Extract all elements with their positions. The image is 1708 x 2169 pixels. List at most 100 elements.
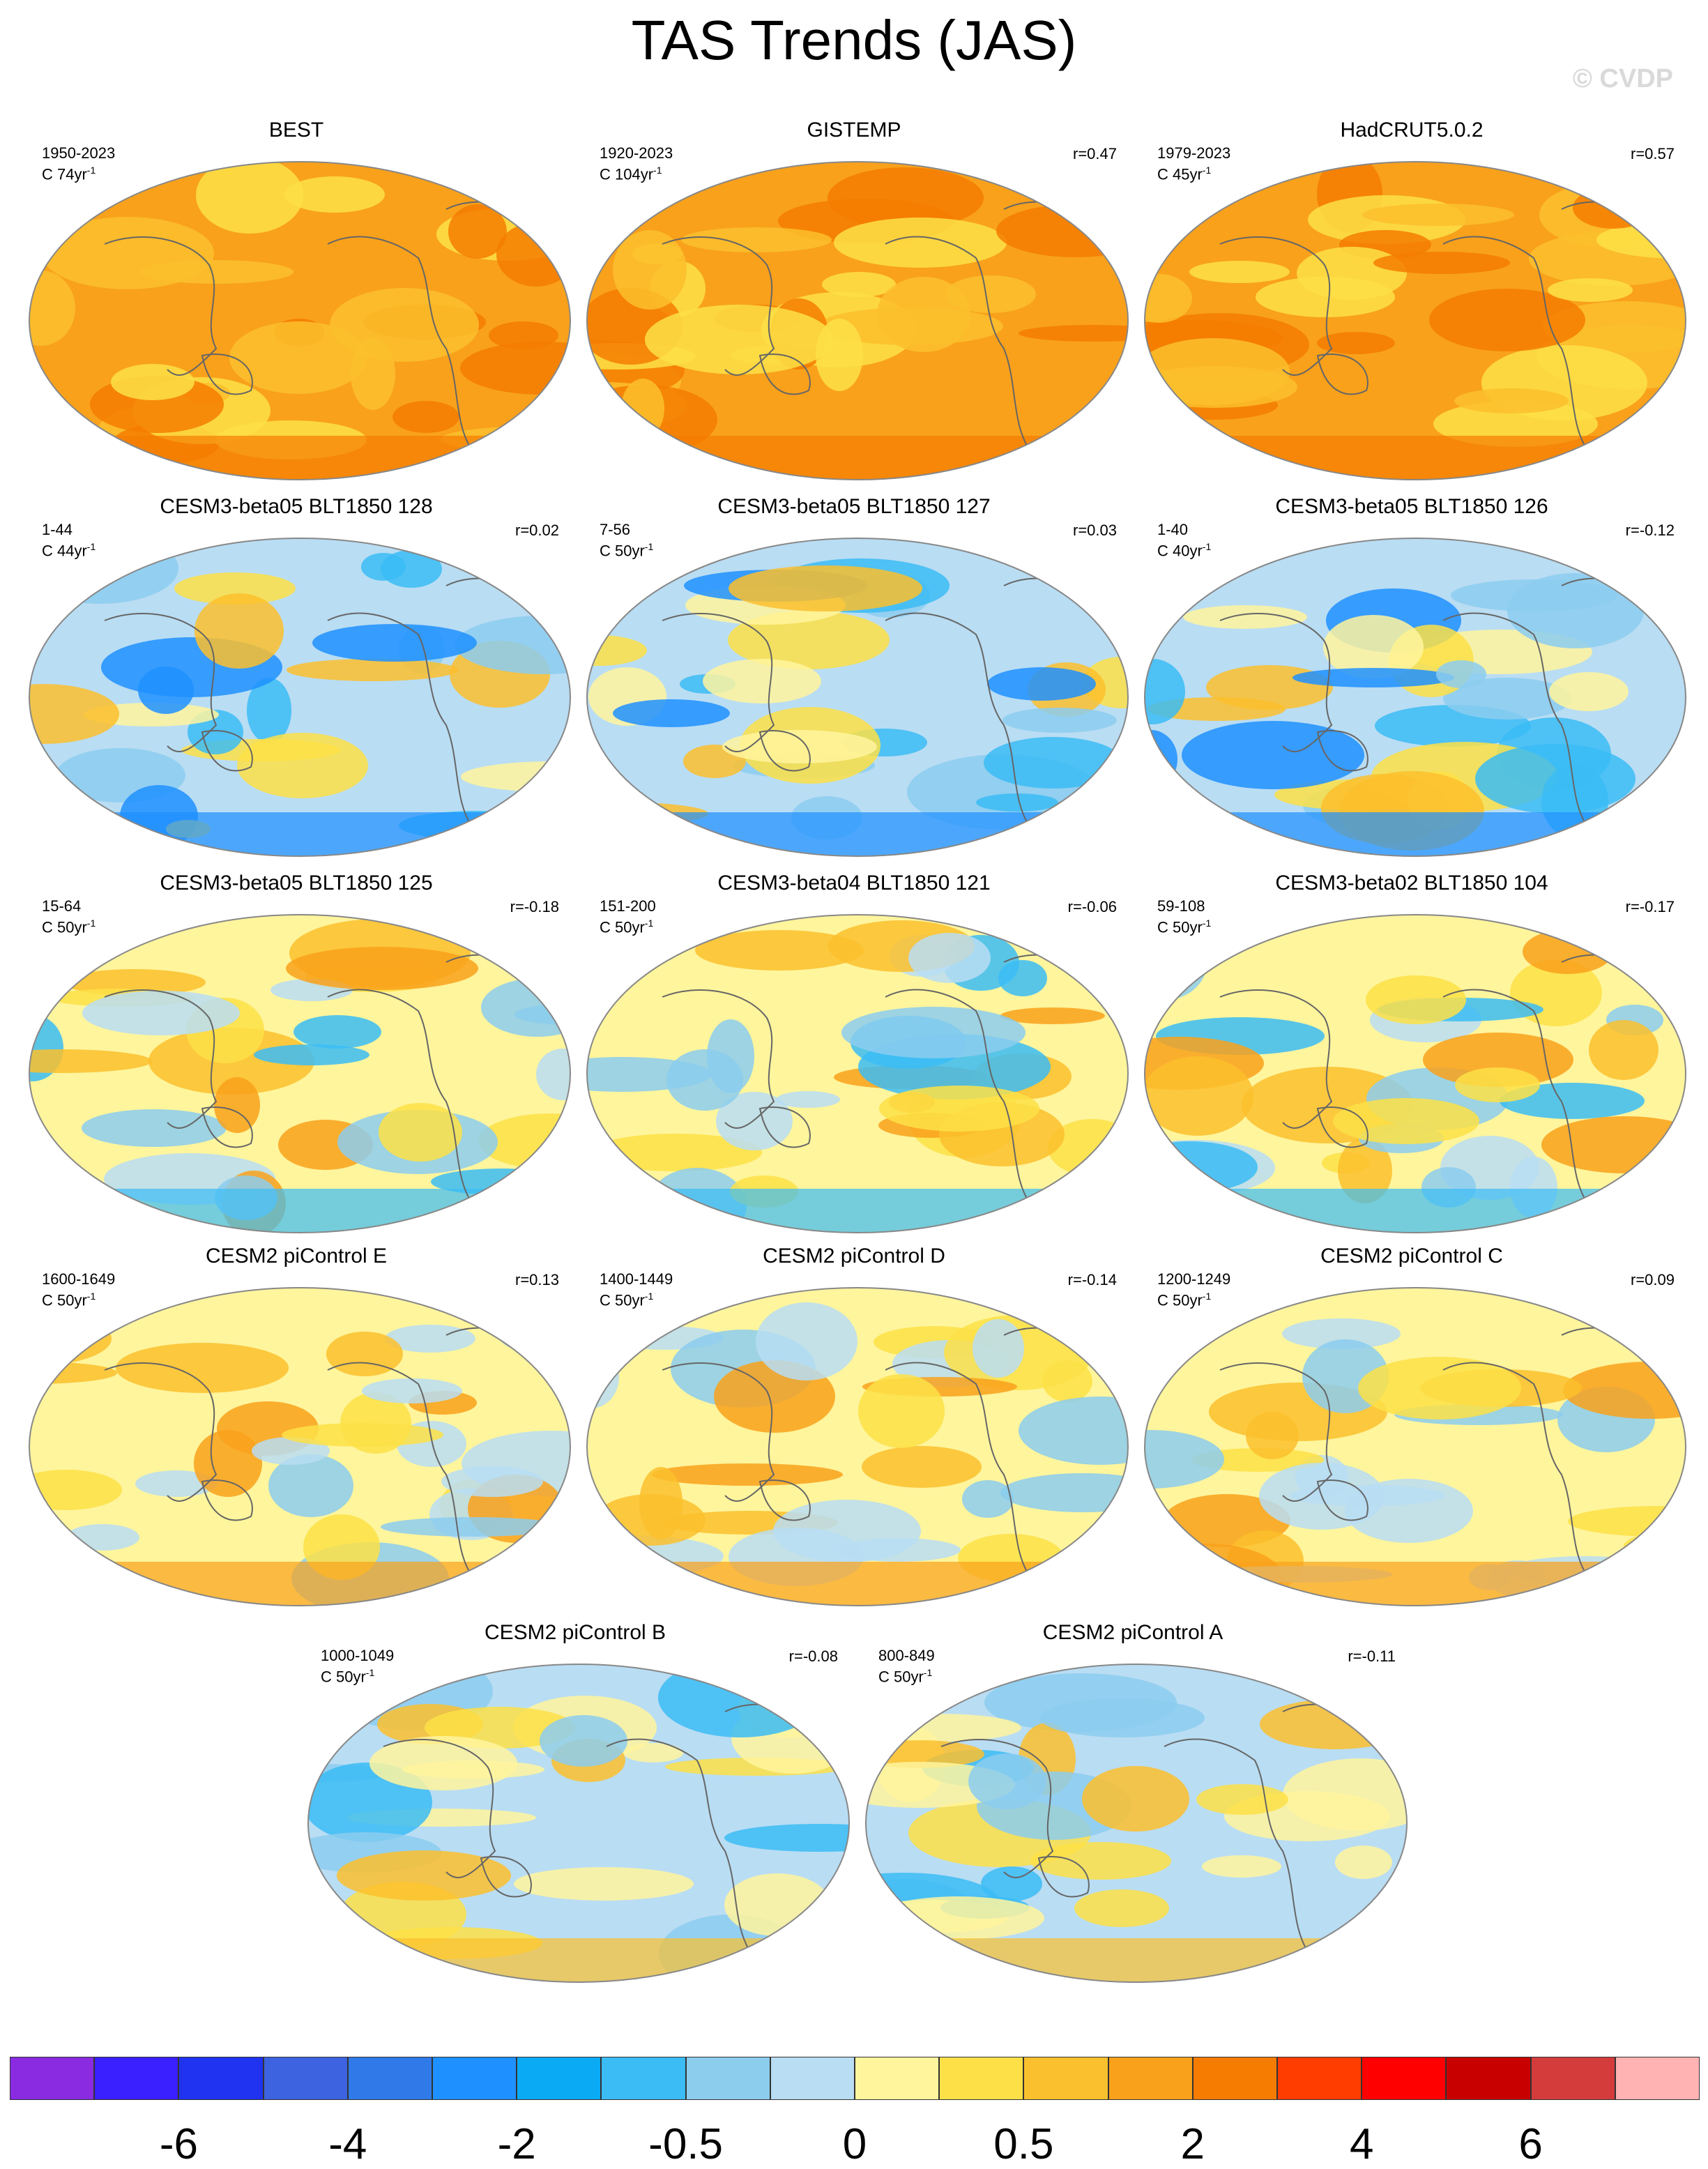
map-plot — [1144, 914, 1686, 1233]
trend-region — [111, 364, 195, 400]
coastline — [480, 1856, 532, 1898]
coastline — [1316, 1479, 1368, 1521]
trend-region — [613, 699, 730, 727]
trend-region — [1523, 929, 1613, 974]
colorbar-swatch — [10, 2057, 95, 2100]
trend-region — [866, 1714, 1021, 1742]
trend-region — [987, 667, 1096, 701]
trend-region — [510, 425, 570, 456]
trend-region — [503, 183, 570, 227]
trend-region — [998, 960, 1047, 996]
pattern-correlation: r=-0.18 — [510, 898, 559, 915]
pattern-correlation: r=0.09 — [1631, 1271, 1675, 1288]
trend-region — [623, 1743, 683, 1763]
colorbar-tick-label: -6 — [159, 2120, 198, 2168]
colorbar-swatch — [855, 2057, 940, 2100]
trend-region — [1082, 1766, 1189, 1832]
coastline — [758, 353, 811, 395]
panel-title: CESM3-beta05 BLT1850 127 — [717, 495, 991, 518]
trend-region — [703, 659, 821, 703]
trend-region — [1589, 1020, 1659, 1080]
colorbar-swatch — [939, 2057, 1024, 2100]
trend-region — [652, 1463, 843, 1486]
trend-region — [841, 1007, 1025, 1058]
panel-period: 1400-1449 C 50yr-1 — [600, 1271, 673, 1309]
colorbar-swatch — [770, 2057, 855, 2100]
panel-period: 1-40 C 40yr-1 — [1157, 522, 1211, 559]
trend-region — [858, 1374, 945, 1448]
trend-region — [308, 1933, 344, 1954]
map-panel: CESM2 piControl E 1600-1649 C 50yr-1 r=0.13 — [21, 1245, 572, 1607]
trend-region — [41, 217, 214, 289]
coastline — [201, 730, 253, 772]
southern-ocean-band — [587, 436, 1128, 480]
trend-region — [82, 1109, 227, 1147]
trend-region — [237, 733, 368, 798]
period-range: 1950-2023 — [42, 144, 116, 162]
map-outline — [586, 538, 1129, 857]
trend-region — [499, 547, 570, 584]
trend-region — [981, 1866, 1042, 1901]
map-panel: BEST 1950-2023 C 74yr-1 — [21, 119, 572, 481]
colorbar-swatch — [1615, 2057, 1700, 2100]
trend-length: C 50yr-1 — [42, 1291, 96, 1309]
panel-period: 151-200 C 50yr-1 — [600, 898, 656, 936]
map-plot — [29, 538, 571, 857]
trend-region — [1145, 1056, 1253, 1136]
southern-ocean-band — [587, 1562, 1128, 1606]
map-plot — [29, 914, 571, 1233]
southern-ocean-band — [308, 1938, 849, 1982]
panel-title: HadCRUT5.0.2 — [1340, 119, 1484, 142]
trend-region — [681, 227, 832, 252]
trend-region — [1293, 668, 1454, 687]
coastline — [758, 730, 811, 772]
map-panel: CESM2 piControl D 1400-1449 C 50yr-1 r=-0.1… — [579, 1245, 1129, 1607]
trend-region — [1475, 744, 1635, 814]
panel-period: 1200-1249 C 50yr-1 — [1157, 1271, 1230, 1309]
colorbar-tick-label: 4 — [1349, 2120, 1374, 2168]
map-outline — [29, 538, 571, 857]
colorbar-swatch — [601, 2057, 686, 2100]
trend-region — [29, 271, 75, 346]
map-plot — [586, 1287, 1129, 1606]
trend-region — [254, 1044, 369, 1065]
panel-title: GISTEMP — [807, 119, 901, 142]
colorbar-swatch — [1446, 2057, 1531, 2100]
colorbar-tick-label: 6 — [1518, 2120, 1543, 2168]
map-plot — [586, 161, 1129, 480]
period-range: 800-849 — [878, 1647, 935, 1664]
panel-title: CESM2 piControl E — [205, 1245, 388, 1268]
panel-period: 7-56 C 50yr-1 — [600, 522, 653, 559]
trend-length: C 50yr-1 — [42, 918, 96, 936]
period-range: 15-64 — [42, 897, 82, 915]
trend-region — [63, 969, 206, 996]
trend-region — [1429, 289, 1585, 351]
trend-region — [247, 678, 291, 743]
trend-region — [1335, 1845, 1392, 1879]
trend-length: C 50yr-1 — [321, 1667, 375, 1686]
trend-region — [448, 204, 507, 259]
trend-region — [174, 572, 296, 604]
trend-region — [729, 565, 922, 611]
trend-region — [455, 616, 570, 674]
trend-region — [1436, 660, 1486, 688]
pattern-correlation: r=-0.06 — [1067, 898, 1117, 915]
coastline — [327, 612, 475, 830]
map-plot — [1144, 161, 1686, 480]
trend-length: C 50yr-1 — [878, 1667, 933, 1686]
trend-region — [984, 737, 1123, 789]
southern-ocean-band — [1145, 1189, 1686, 1233]
trend-region — [252, 1437, 330, 1465]
trend-region — [1189, 261, 1290, 283]
panel-period: 1600-1649 C 50yr-1 — [42, 1271, 115, 1309]
period-range: 151-200 — [600, 897, 656, 915]
colorbar-swatch — [1277, 2057, 1362, 2100]
panel-period: 1920-2023 C 104yr-1 — [600, 145, 673, 183]
map-plot — [1144, 538, 1686, 857]
map-plot — [1144, 1287, 1686, 1606]
pattern-correlation: r=0.02 — [515, 522, 559, 539]
trend-region — [645, 305, 833, 374]
trend-region — [1074, 1889, 1169, 1927]
coastline — [201, 1479, 253, 1521]
trend-region — [773, 1500, 921, 1562]
